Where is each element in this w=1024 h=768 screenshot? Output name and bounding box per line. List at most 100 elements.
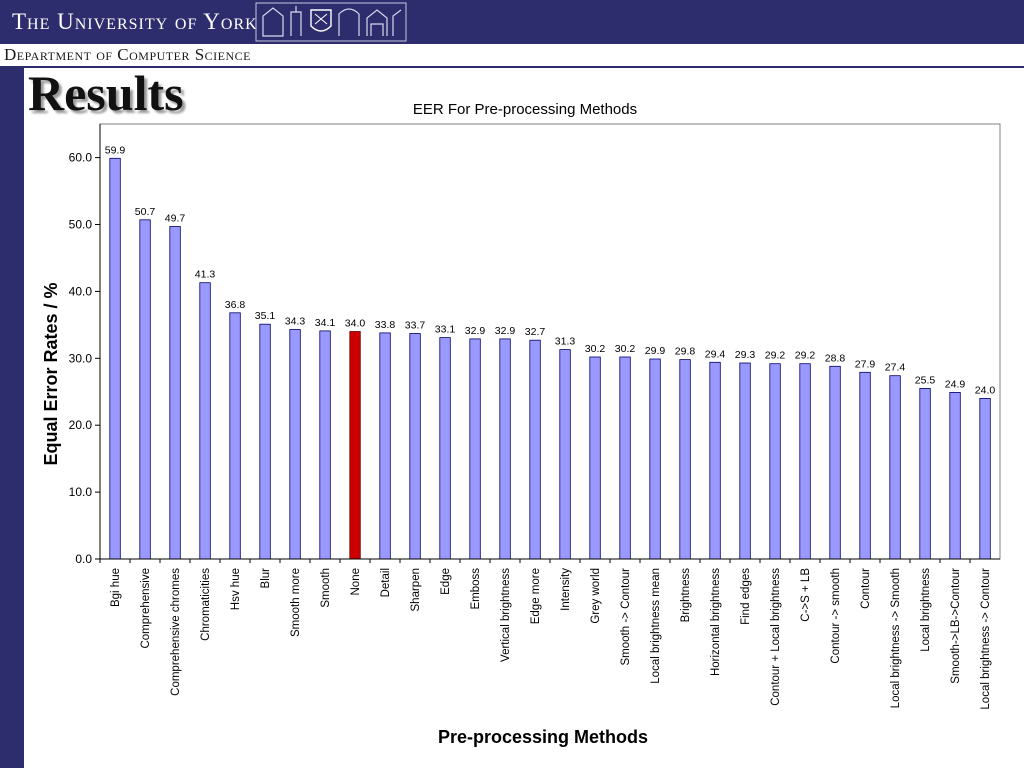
bar-value-label: 27.4 [885, 362, 906, 374]
bar-value-label: 34.0 [345, 318, 366, 330]
bar [319, 330, 331, 560]
university-banner: The University of York [0, 0, 1024, 44]
bar-value-label: 29.2 [765, 350, 786, 362]
bars: 59.9 50.7 49.7 41.3 36.8 35.1 34.3 34.1 34.0 33.8… [105, 144, 996, 560]
x-tick-label: Comprehensive chromes [170, 568, 182, 696]
eer-bar-chart: EER For Pre-processing Methods 0.0 10.0 20… [41, 101, 1001, 747]
department-name: Department of Computer Science [4, 45, 252, 64]
bar-value-label: 49.7 [165, 213, 186, 225]
bar [229, 312, 241, 560]
department-bar: Department of Computer Science [0, 44, 1024, 68]
bar-value-label: 33.1 [435, 324, 456, 336]
x-tick-label: None [350, 568, 362, 596]
bar [709, 361, 721, 560]
bar-value-label: 24.9 [945, 378, 966, 390]
bar-value-label: 34.1 [315, 317, 336, 329]
bar-value-label: 29.3 [735, 349, 756, 361]
x-axis-label: Pre-processing Methods [438, 727, 648, 747]
x-tick-label: Edge [440, 568, 452, 595]
bar [379, 332, 391, 560]
x-tick-label: Local brightness -> Smooth [890, 568, 902, 708]
y-tick-label: 50.0 [69, 218, 93, 232]
x-tick-label: Find edges [740, 568, 752, 625]
bar-value-label: 24.0 [975, 384, 996, 396]
x-tick-label: Contour [860, 568, 872, 609]
x-tick-label: Sharpen [410, 568, 422, 611]
bar-value-label: 32.9 [465, 325, 486, 337]
bar-value-label: 27.9 [855, 358, 876, 370]
bar [439, 337, 451, 560]
bar [769, 363, 781, 560]
bar-value-label: 29.2 [795, 350, 816, 362]
x-tick-label: Brightness [680, 568, 692, 623]
bar [409, 333, 421, 560]
bar [559, 349, 571, 560]
bar [679, 359, 691, 560]
x-tick-label: Contour + Local brightness [770, 568, 782, 706]
bar [979, 397, 991, 560]
bar [649, 358, 661, 560]
bar [499, 338, 511, 560]
university-name: The University of York [12, 9, 258, 34]
bar [109, 157, 121, 560]
bar [259, 323, 271, 560]
x-tick-label: Local brightness [920, 568, 932, 652]
bar-value-label: 25.5 [915, 374, 936, 386]
bar-value-label: 30.2 [615, 343, 636, 355]
bar-value-label: 35.1 [255, 310, 276, 322]
bar [139, 219, 151, 560]
x-tick-label: Blur [260, 568, 272, 589]
y-tick-label: 60.0 [69, 151, 93, 165]
x-tick-label: Detail [380, 568, 392, 597]
bar-value-label: 50.7 [135, 206, 156, 218]
bar [529, 339, 541, 560]
bar-value-label: 29.4 [705, 348, 726, 360]
bar-value-label: 41.3 [195, 269, 216, 281]
bar [799, 363, 811, 560]
bar [589, 356, 601, 560]
bar-value-label: 32.7 [525, 326, 546, 338]
bar-value-label: 33.7 [405, 320, 426, 332]
x-tick-label: Local brightness mean [650, 568, 662, 684]
x-tick-label: Smooth more [290, 568, 302, 637]
x-tick-label: Emboss [470, 568, 482, 610]
x-axis: Bgi hue Comprehensive Comprehensive chrome… [99, 558, 1000, 710]
bar-value-label: 32.9 [495, 325, 516, 337]
bar [889, 375, 901, 560]
bar-value-label: 31.3 [555, 336, 576, 348]
x-tick-label: C->S + LB [800, 568, 812, 622]
y-tick-label: 40.0 [69, 284, 93, 298]
left-accent-bar [0, 68, 24, 768]
x-tick-label: Comprehensive [140, 568, 152, 649]
y-axis-label: Equal Error Rates / % [41, 282, 61, 465]
x-tick-label: Smooth [320, 568, 332, 608]
bar [199, 282, 211, 560]
x-tick-label: Chromaticities [200, 568, 212, 641]
x-tick-label: Hsv hue [230, 568, 242, 610]
bar-value-label: 36.8 [225, 299, 246, 311]
bar-value-label: 34.3 [285, 316, 306, 328]
slide-title: Results [28, 65, 184, 121]
y-tick-label: 10.0 [69, 485, 93, 499]
bar [919, 387, 931, 560]
bar [949, 391, 961, 560]
y-tick-label: 20.0 [69, 418, 93, 432]
x-tick-label: Bgi hue [110, 568, 122, 607]
x-tick-label: Smooth->LB->Contour [950, 568, 962, 684]
bar [469, 338, 481, 560]
x-tick-label: Contour -> smooth [830, 568, 842, 664]
bar-value-label: 29.9 [645, 345, 666, 357]
bar [289, 329, 301, 560]
x-tick-label: Smooth -> Contour [620, 568, 632, 666]
bar [349, 331, 361, 560]
y-axis: 0.0 10.0 20.0 30.0 40.0 50.0 60.0 [69, 124, 101, 566]
x-tick-label: Local brightness -> Contour [980, 568, 992, 710]
bar [829, 365, 841, 560]
x-tick-label: Intensity [560, 568, 572, 611]
x-tick-label: Vertical brightness [500, 568, 512, 662]
x-tick-label: Edge more [530, 568, 542, 624]
bar-value-label: 29.8 [675, 346, 696, 358]
bar [619, 356, 631, 560]
x-tick-label: Horizontal brightness [710, 568, 722, 676]
bar [169, 226, 181, 560]
